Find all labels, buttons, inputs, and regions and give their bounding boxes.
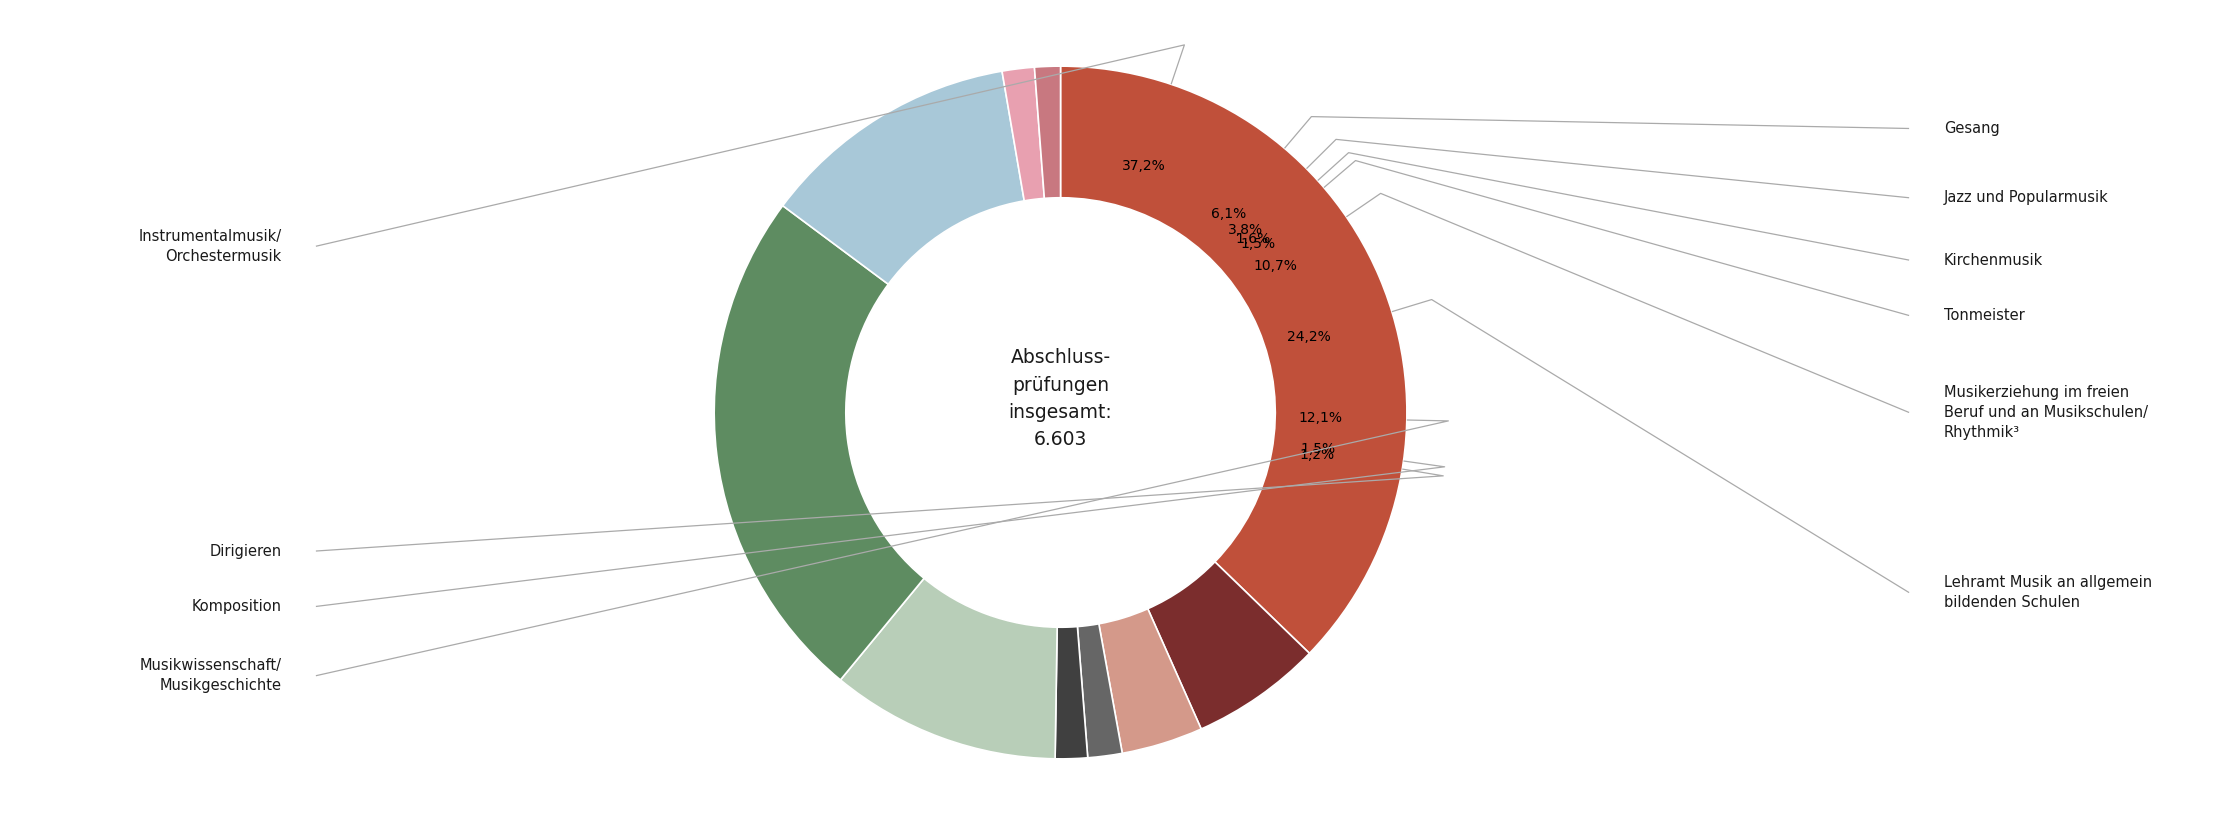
Text: Dirigieren: Dirigieren — [209, 544, 280, 559]
Text: 3,8%: 3,8% — [1228, 223, 1262, 237]
Wedge shape — [1001, 67, 1044, 200]
Wedge shape — [783, 71, 1024, 285]
Text: Gesang: Gesang — [1945, 121, 2000, 136]
Text: 12,1%: 12,1% — [1297, 411, 1342, 425]
Text: 1,5%: 1,5% — [1299, 442, 1335, 456]
Text: 24,2%: 24,2% — [1288, 330, 1331, 344]
Text: 6,1%: 6,1% — [1210, 207, 1246, 221]
Text: 1,5%: 1,5% — [1242, 237, 1275, 251]
Wedge shape — [1148, 562, 1311, 729]
Text: 10,7%: 10,7% — [1253, 259, 1297, 273]
Wedge shape — [1099, 609, 1202, 753]
Text: Komposition: Komposition — [191, 599, 280, 614]
Text: Musikwissenschaft/
Musikgeschichte: Musikwissenschaft/ Musikgeschichte — [140, 658, 280, 693]
Text: 1,6%: 1,6% — [1235, 232, 1270, 246]
Text: 37,2%: 37,2% — [1121, 159, 1166, 173]
Text: Instrumentalmusik/
Orchestermusik: Instrumentalmusik/ Orchestermusik — [138, 229, 280, 264]
Text: Musikerziehung im freien
Beruf und an Musikschulen/
Rhythmik³: Musikerziehung im freien Beruf und an Mu… — [1945, 385, 2147, 440]
Wedge shape — [841, 578, 1057, 759]
Wedge shape — [1055, 626, 1088, 759]
Wedge shape — [1035, 66, 1061, 198]
Text: Jazz und Popularmusik: Jazz und Popularmusik — [1945, 191, 2109, 205]
Text: 1,2%: 1,2% — [1299, 448, 1335, 462]
Wedge shape — [1061, 66, 1406, 653]
Wedge shape — [714, 205, 923, 680]
Text: Lehramt Musik an allgemein
bildenden Schulen: Lehramt Musik an allgemein bildenden Sch… — [1945, 575, 2152, 610]
Text: Tonmeister: Tonmeister — [1945, 308, 2025, 323]
Text: Kirchenmusik: Kirchenmusik — [1945, 252, 2043, 267]
Wedge shape — [1077, 624, 1121, 758]
Text: Abschluss-
prüfungen
insgesamt:
6.603: Abschluss- prüfungen insgesamt: 6.603 — [1008, 348, 1112, 449]
